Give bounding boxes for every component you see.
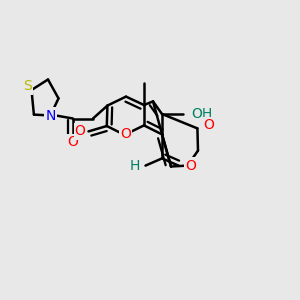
Text: H: H — [130, 159, 140, 172]
Text: O: O — [203, 118, 214, 132]
Text: O: O — [185, 159, 196, 172]
Text: N: N — [45, 109, 56, 122]
Text: OH: OH — [191, 107, 213, 121]
Text: S: S — [23, 80, 32, 93]
Text: O: O — [75, 124, 86, 138]
Text: O: O — [120, 128, 131, 141]
Text: O: O — [68, 136, 78, 149]
